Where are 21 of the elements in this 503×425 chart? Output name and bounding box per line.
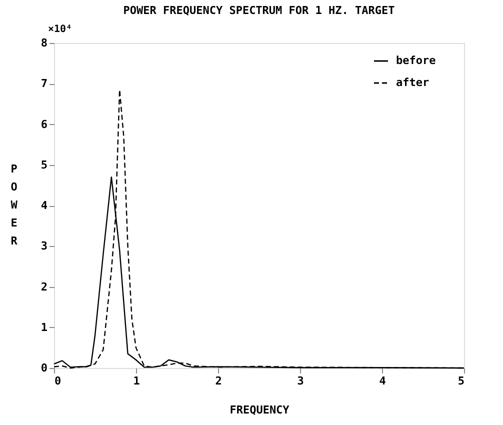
- x-tick-label: 5: [458, 374, 464, 388]
- x-tick-label: 1: [133, 374, 140, 388]
- y-tick-label: 8: [40, 36, 48, 50]
- x-tick-label: 0: [54, 374, 62, 388]
- legend-label: before: [396, 54, 436, 67]
- y-tick-label: 1: [40, 320, 48, 334]
- y-tick-label: 2: [40, 280, 48, 294]
- y-tick-label: 6: [40, 118, 48, 131]
- x-axis-title: FREQUENCY: [230, 404, 290, 416]
- y-axis-title: POWER: [10, 162, 18, 248]
- text: ×10⁴: [48, 24, 72, 35]
- y-tick-label: 4: [40, 199, 48, 212]
- y-tick-label: 5: [40, 158, 48, 172]
- y-tick-label: 0: [40, 362, 48, 374]
- x-tick-label: 3: [297, 374, 304, 388]
- x-tick-label: 2: [215, 374, 222, 388]
- legend-label: after: [396, 76, 430, 89]
- x-tick-label: 4: [379, 374, 386, 388]
- chart-title: POWER FREQUENCY SPECTRUM FOR 1 HZ. TARGET: [123, 4, 396, 17]
- y-tick-label: 7: [40, 77, 48, 90]
- y-tick-label: 3: [40, 240, 48, 253]
